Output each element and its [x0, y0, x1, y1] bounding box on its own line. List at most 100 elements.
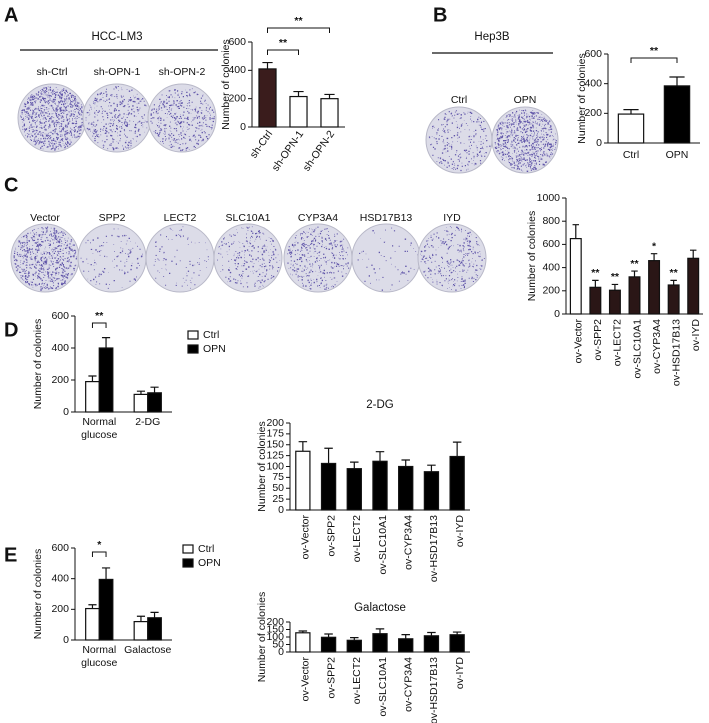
error-bar — [293, 90, 304, 97]
x-label-box: Normal glucose — [81, 644, 117, 669]
significance-bracket — [267, 49, 299, 55]
chart-title: Galactose — [354, 602, 406, 614]
error-bar — [375, 451, 385, 462]
y-tick-label: 200 — [51, 603, 69, 615]
x-tick-label: ov-Vector — [300, 515, 312, 560]
legend-swatch — [187, 330, 199, 340]
bar — [258, 68, 277, 128]
significance: ** — [591, 267, 600, 279]
bar — [320, 636, 337, 653]
group-label: HCC-LM3 — [91, 31, 142, 43]
y-tick-label: 150 — [266, 439, 284, 451]
y-tick-label: 600 — [228, 36, 246, 48]
significance: ** — [670, 267, 679, 279]
y-tick-label: 400 — [51, 572, 69, 584]
x-tick-label: sh-OPN-2 — [301, 128, 338, 173]
x-tick-label: 2-DG — [135, 416, 161, 428]
y-axis-label: Number of colonies — [256, 421, 268, 511]
legend-swatch — [182, 558, 194, 568]
y-tick-label: 0 — [596, 137, 602, 149]
y-tick-label: 0 — [278, 646, 284, 658]
y-tick-label: 600 — [51, 310, 69, 322]
bar — [133, 393, 149, 413]
y-tick-label: 0 — [278, 504, 284, 516]
y-axis-label: Number of colonies — [576, 53, 588, 143]
image-label: SLC10A1 — [226, 212, 271, 224]
colony-dish — [213, 223, 283, 293]
x-tick-label: ov-CYP3A4 — [402, 515, 414, 570]
y-tick-label: 0 — [63, 406, 69, 418]
colony-dish — [425, 106, 493, 174]
y-tick-label: 1000 — [537, 192, 561, 204]
bar — [398, 638, 414, 653]
image-label: sh-OPN-1 — [94, 66, 141, 78]
legend-swatch — [182, 544, 194, 554]
y-tick-label: 175 — [266, 428, 284, 440]
y-tick-label: 400 — [584, 77, 602, 89]
error-bar — [136, 615, 146, 622]
error-bar — [631, 270, 638, 277]
y-tick-label: 150 — [266, 623, 284, 635]
x-tick-label: ov-SPP2 — [592, 319, 604, 361]
x-tick-label: ov-SLC10A1 — [631, 319, 643, 379]
bar — [569, 238, 582, 315]
x-tick-label: Ctrl — [623, 149, 639, 161]
bar — [295, 450, 311, 511]
colonies — [287, 226, 350, 290]
significance: ** — [294, 15, 303, 27]
error-bar — [427, 464, 436, 472]
error-bar — [669, 76, 685, 86]
x-tick-label: ov-HSD17B13 — [428, 657, 440, 723]
y-axis-label: Number of colonies — [32, 319, 44, 409]
y-tick-label: 200 — [266, 417, 284, 429]
image-label: IYD — [443, 212, 461, 224]
y-tick-label: 0 — [240, 121, 246, 133]
image-label: Ctrl — [451, 94, 467, 106]
colony-dish — [77, 223, 147, 293]
colonies — [13, 226, 77, 291]
y-tick-label: 400 — [51, 342, 69, 354]
panel-letter: C — [4, 174, 18, 196]
y-tick-label: 400 — [228, 64, 246, 76]
bar — [85, 607, 100, 641]
error-bar — [401, 459, 410, 467]
y-axis-label: Number of colonies — [526, 211, 538, 301]
colony-dish — [351, 223, 421, 293]
legend-swatch — [187, 344, 199, 354]
chart-title: 2-DG — [366, 399, 394, 411]
x-label-box: 2-DG — [135, 416, 161, 428]
bar — [628, 276, 641, 315]
bar — [320, 462, 337, 511]
bar — [133, 620, 149, 641]
colonies — [150, 88, 215, 152]
bar — [295, 632, 311, 653]
y-tick-label: 200 — [51, 374, 69, 386]
y-tick-label: 0 — [63, 634, 69, 646]
x-tick-label: ov-HSD17B13 — [670, 319, 682, 386]
significance-bracket — [91, 322, 107, 328]
y-tick-label: 50 — [272, 482, 284, 494]
legend-label: OPN — [203, 343, 226, 355]
panel-letter: B — [433, 4, 447, 26]
bar — [147, 617, 162, 641]
error-bar — [350, 461, 359, 469]
x-tick-label: ov-SPP2 — [325, 657, 337, 699]
significance: * — [97, 539, 102, 551]
x-tick-label: ov-LECT2 — [351, 657, 363, 704]
x-tick-label: ov-IYD — [454, 515, 466, 548]
bar — [372, 633, 388, 653]
error-bar — [689, 249, 697, 259]
x-tick-label: Galactose — [124, 644, 172, 656]
error-bar — [375, 628, 385, 634]
x-tick-label: ov-LECT2 — [351, 515, 363, 562]
error-bar — [401, 634, 410, 639]
bar — [423, 635, 440, 653]
error-bar — [623, 109, 639, 115]
x-tick-label: ov-IYD — [454, 657, 466, 690]
x-label-box: Normal glucose — [81, 416, 118, 441]
bar — [449, 455, 465, 511]
x-tick-label: Normal glucose — [81, 416, 118, 441]
legend-label: Ctrl — [198, 543, 214, 555]
bar — [320, 98, 339, 128]
error-bar — [324, 93, 335, 99]
